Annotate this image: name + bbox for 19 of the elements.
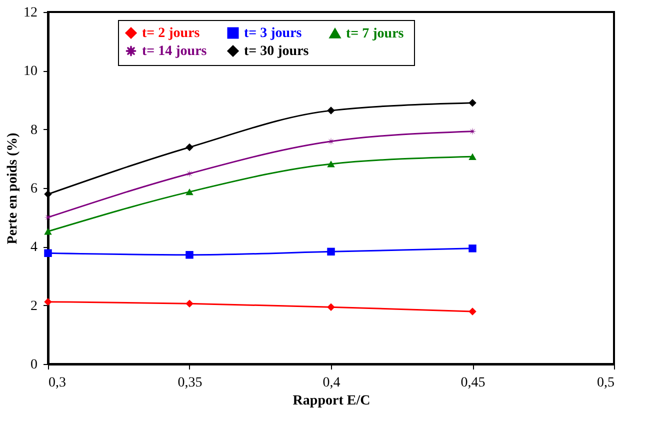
y-tick-label: 10 [24, 64, 38, 80]
x-tick-label: 0,3 [48, 376, 66, 390]
legend-label: t= 14 jours [142, 44, 208, 59]
x-tick-label: 0,4 [322, 376, 340, 390]
y-tick-label: 4 [30, 240, 38, 256]
y-axis-title: Perte en poids (%) [6, 132, 20, 244]
x-tick-label: 0,5 [597, 376, 614, 390]
y-tick-label: 12 [24, 6, 38, 20]
legend-label: t= 7 jours [346, 26, 404, 42]
x-tick-label: 0,45 [460, 376, 486, 390]
x-axis-title: Rapport E/C [292, 394, 370, 408]
y-tick-label: 6 [30, 182, 38, 196]
legend-label: t= 3 jours [244, 26, 302, 41]
legend-label: t= 30 jours [244, 44, 310, 59]
y-tick-label: 2 [30, 298, 38, 314]
y-tick-label: 0 [30, 358, 38, 372]
legend-label: t= 2 jours [142, 26, 200, 41]
y-tick-label: 8 [30, 122, 38, 138]
x-tick-label: 0,35 [178, 376, 202, 390]
